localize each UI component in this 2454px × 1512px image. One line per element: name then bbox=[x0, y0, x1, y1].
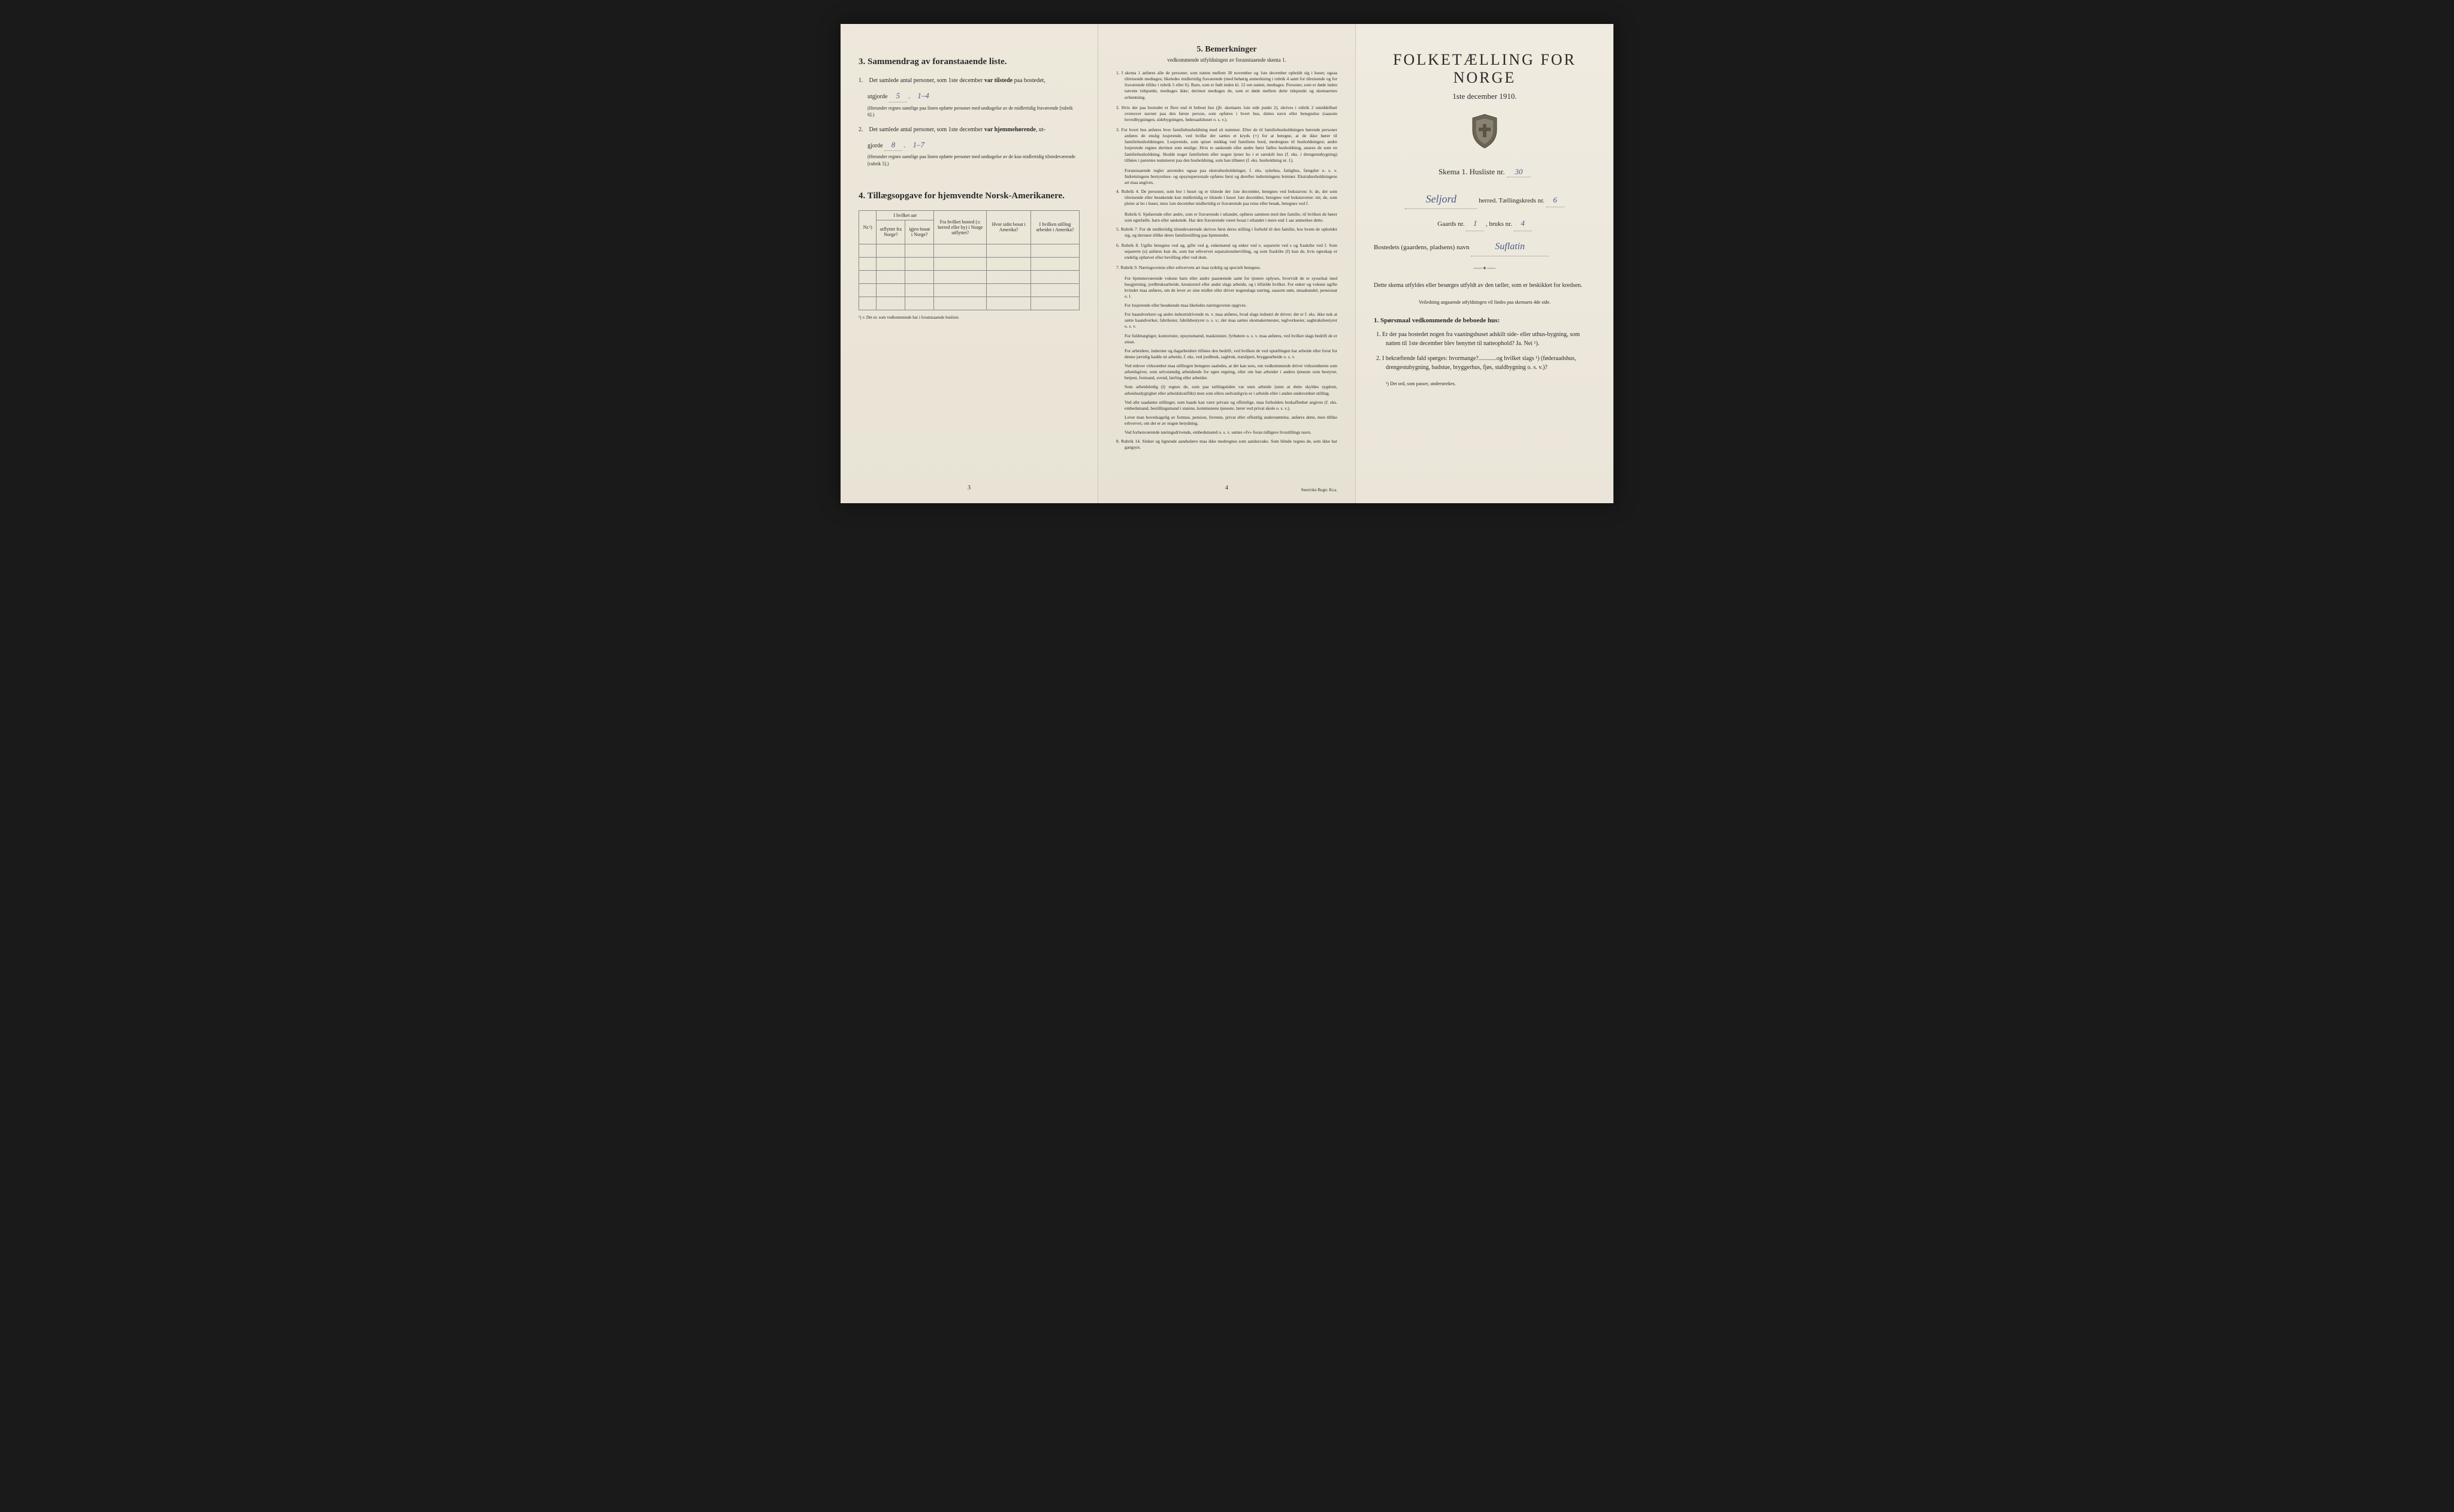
bosted-line: Bostedets (gaardens, pladsens) navn Sufl… bbox=[1374, 238, 1595, 256]
herred-value: Seljord bbox=[1405, 189, 1477, 209]
bosted-value: Suflatin bbox=[1471, 238, 1549, 256]
hjemme-count: 8 bbox=[884, 139, 902, 152]
gaards-line: Gaards nr. 1 , bruks nr. 4 bbox=[1374, 216, 1595, 231]
remark-7-sub8: Ved alle saadanne stillinger, som baade … bbox=[1116, 400, 1337, 412]
item1-note: (Herunder regnes samtlige paa listen opf… bbox=[868, 105, 1080, 118]
remark-7: 7. Rubrik 9. Næringsveiens eller erhverv… bbox=[1116, 265, 1337, 271]
remark-8: 8. Rubrik 14. Sinker og lignende aandssl… bbox=[1116, 439, 1337, 450]
remark-7-sub9: Lever man hovedsagelig av formue, pensio… bbox=[1116, 415, 1337, 427]
page-1-title: FOLKETÆLLING FOR NORGE 1ste december 191… bbox=[1356, 24, 1613, 503]
husliste-nr: 30 bbox=[1507, 167, 1531, 177]
item2-note: (Herunder regnes samtlige paa listen opf… bbox=[868, 153, 1080, 167]
coat-of-arms-icon bbox=[1374, 113, 1595, 152]
census-title: FOLKETÆLLING FOR NORGE bbox=[1374, 51, 1595, 87]
table-row bbox=[859, 244, 1080, 257]
herred-line: Seljord herred. Tællingskreds nr. 6 bbox=[1374, 189, 1595, 209]
printer-credit: Steen'ske Bogtr. Kr.a. bbox=[1301, 488, 1337, 492]
remark-7-sub10: Ved forhenværende næringsdrivende, embed… bbox=[1116, 430, 1337, 436]
remark-4: 4. Rubrik 4. De personer, som bor i huse… bbox=[1116, 189, 1337, 207]
tilstede-count: 5 bbox=[889, 90, 907, 102]
remark-7-sub5: For arbeidere, inderster og dagarbeidere… bbox=[1116, 348, 1337, 360]
col-where: Hvor sidst bosat i Amerika? bbox=[987, 210, 1031, 244]
remark-7-sub2: For losjerende eller besøkende maa likel… bbox=[1116, 303, 1337, 309]
summary-item-2: 2. Det samlede antal personer, som 1ste … bbox=[859, 125, 1080, 167]
remark-7-sub1: For hjemmeværende voksne barn eller andr… bbox=[1116, 276, 1337, 300]
question-1: 1. Er der paa bostedet nogen fra vaaning… bbox=[1374, 330, 1595, 348]
instruction-small: Veiledning angaaende utfyldningen vil fi… bbox=[1374, 300, 1595, 305]
col-year: I hvilket aar bbox=[877, 210, 934, 220]
col-from: Fra hvilket bosted (ɔ: herred eller by) … bbox=[934, 210, 987, 244]
gaards-nr: 1 bbox=[1466, 216, 1484, 231]
table-row bbox=[859, 283, 1080, 297]
page-number-3: 3 bbox=[841, 485, 1098, 491]
section-3-title: 3. Sammendrag av foranstaaende liste. bbox=[859, 57, 1080, 67]
remark-3-sub: Foranstaaende regler anvendes ogsaa paa … bbox=[1116, 168, 1337, 186]
instruction-text: Dette skema utfyldes eller besørges utfy… bbox=[1374, 281, 1595, 291]
remarks-title: 5. Bemerkninger bbox=[1116, 45, 1337, 55]
remark-7-sub7: Som arbeidsledig (l) regnes de, som paa … bbox=[1116, 384, 1337, 396]
tilstede-range: 1–4 bbox=[917, 91, 929, 100]
remark-7-sub4: For fuldmægtiger, kontorister, opsynsmæn… bbox=[1116, 333, 1337, 345]
skema-header: Skema 1. Husliste nr. 30 bbox=[1374, 167, 1595, 177]
amerika-table: Nr.¹) I hvilket aar Fra hvilket bosted (… bbox=[859, 210, 1080, 310]
table-row bbox=[859, 297, 1080, 310]
census-document: 3. Sammendrag av foranstaaende liste. 1.… bbox=[841, 24, 1613, 503]
page-4-remarks: 5. Bemerkninger vedkommende utfyldningen… bbox=[1098, 24, 1356, 503]
bruks-nr: 4 bbox=[1514, 216, 1532, 231]
summary-item-1: 1. Det samlede antal personer, som 1ste … bbox=[859, 76, 1080, 118]
remarks-subtitle: vedkommende utfyldningen av foranstaaend… bbox=[1116, 57, 1337, 63]
question-2: 2. I bekræftende fald spørges: hvormange… bbox=[1374, 354, 1595, 372]
hjemme-range: 1–7 bbox=[913, 140, 925, 149]
table-footnote: ¹) ɔ: Det nr. som vedkommende har i fora… bbox=[859, 315, 1080, 320]
page-3-summary: 3. Sammendrag av foranstaaende liste. 1.… bbox=[841, 24, 1098, 503]
amerika-table-wrapper: Nr.¹) I hvilket aar Fra hvilket bosted (… bbox=[859, 210, 1080, 320]
questions-header: 1. Spørsmaal vedkommende de beboede hus: bbox=[1374, 317, 1595, 324]
remark-1: 1. I skema 1 anføres alle de personer, s… bbox=[1116, 70, 1337, 101]
footnote-1: ¹) Det ord, som passer, understrekes. bbox=[1374, 381, 1595, 386]
remark-7-sub6: Ved enhver virksomhet maa stillingen bet… bbox=[1116, 363, 1337, 381]
col-returned: igjen bosat i Norge? bbox=[905, 220, 934, 244]
col-emigrated: utflyttet fra Norge? bbox=[877, 220, 905, 244]
table-row bbox=[859, 257, 1080, 270]
remark-2: 2. Hvis der paa bostedet er flere end ét… bbox=[1116, 105, 1337, 123]
census-date: 1ste december 1910. bbox=[1374, 92, 1595, 101]
kreds-nr: 6 bbox=[1546, 193, 1564, 207]
col-position: I hvilken stilling arbeidet i Amerika? bbox=[1031, 210, 1080, 244]
col-nr: Nr.¹) bbox=[859, 210, 877, 244]
section-4-title: 4. Tillægsopgave for hjemvendte Norsk-Am… bbox=[859, 191, 1080, 201]
table-row bbox=[859, 270, 1080, 283]
remark-4-sub: Rubrik 6. Sjøfarende eller andre, som er… bbox=[1116, 211, 1337, 223]
remark-6: 6. Rubrik 8. Ugifte betegnes ved ug, gif… bbox=[1116, 243, 1337, 261]
remark-5: 5. Rubrik 7. For de midlertidig tilstede… bbox=[1116, 226, 1337, 238]
ornament-divider-icon: ──✦── bbox=[1374, 265, 1595, 272]
remark-7-sub3: For haandverkere og andre industridriven… bbox=[1116, 312, 1337, 329]
remark-3: 3. For hvert hus anføres hver familiehus… bbox=[1116, 127, 1337, 164]
